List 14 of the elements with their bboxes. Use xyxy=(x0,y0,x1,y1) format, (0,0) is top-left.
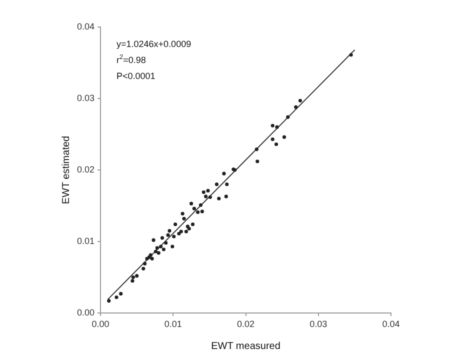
x-tick-label: 0.04 xyxy=(382,318,400,329)
x-tick-label: 0.03 xyxy=(310,318,328,329)
annotation: P<0.0001 xyxy=(116,71,156,81)
x-tick-label: 0.01 xyxy=(164,318,182,329)
y-tick-label: 0.00 xyxy=(76,307,95,318)
y-axis-title: EWT estimated xyxy=(60,136,72,204)
y-tick-label: 0.01 xyxy=(76,236,95,246)
x-tick-label: 0.02 xyxy=(236,318,255,329)
x-axis-title: EWT measured xyxy=(211,340,280,352)
annotation: y=1.0246x+0.0009 xyxy=(116,39,192,49)
y-tick-label: 0.04 xyxy=(76,21,95,32)
y-tick-label: 0.02 xyxy=(76,164,95,174)
x-tick-label: 0.00 xyxy=(92,318,110,329)
y-tick-label: 0.03 xyxy=(76,92,95,103)
